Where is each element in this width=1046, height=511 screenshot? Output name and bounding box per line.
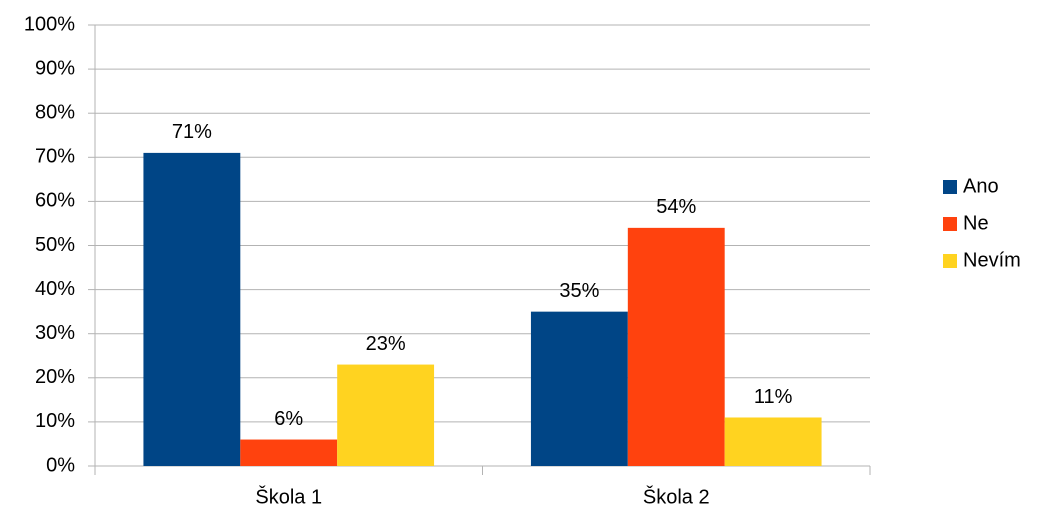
- y-tick-label: 30%: [35, 322, 75, 344]
- value-label: 71%: [172, 121, 212, 143]
- value-label: 23%: [366, 333, 406, 355]
- y-tick-label: 10%: [35, 410, 75, 432]
- legend-swatch: [943, 254, 957, 268]
- bar: [724, 417, 822, 466]
- legend-label: Nevím: [963, 249, 1021, 271]
- value-label: 35%: [559, 280, 599, 302]
- y-tick-label: 50%: [35, 234, 75, 256]
- x-tick-label: Škola 2: [643, 485, 710, 508]
- bar: [240, 439, 338, 466]
- y-tick-label: 60%: [35, 190, 75, 212]
- value-label: 11%: [754, 386, 793, 408]
- bar: [143, 152, 241, 466]
- legend-swatch: [943, 180, 957, 194]
- y-tick-label: 100%: [24, 13, 75, 35]
- bar: [627, 227, 725, 466]
- legend-label: Ne: [963, 212, 989, 234]
- y-tick-label: 20%: [35, 366, 75, 388]
- x-tick-label: Škola 1: [255, 485, 322, 508]
- legend-label: Ano: [963, 175, 999, 197]
- y-tick-label: 40%: [35, 278, 75, 300]
- value-label: 54%: [656, 196, 696, 218]
- y-tick-label: 70%: [35, 146, 75, 168]
- y-tick-label: 90%: [35, 57, 75, 79]
- y-tick-label: 80%: [35, 101, 75, 123]
- bar: [337, 364, 435, 466]
- value-label: 6%: [274, 408, 303, 430]
- bar: [530, 311, 628, 466]
- legend-swatch: [943, 217, 957, 231]
- y-tick-label: 0%: [46, 454, 75, 476]
